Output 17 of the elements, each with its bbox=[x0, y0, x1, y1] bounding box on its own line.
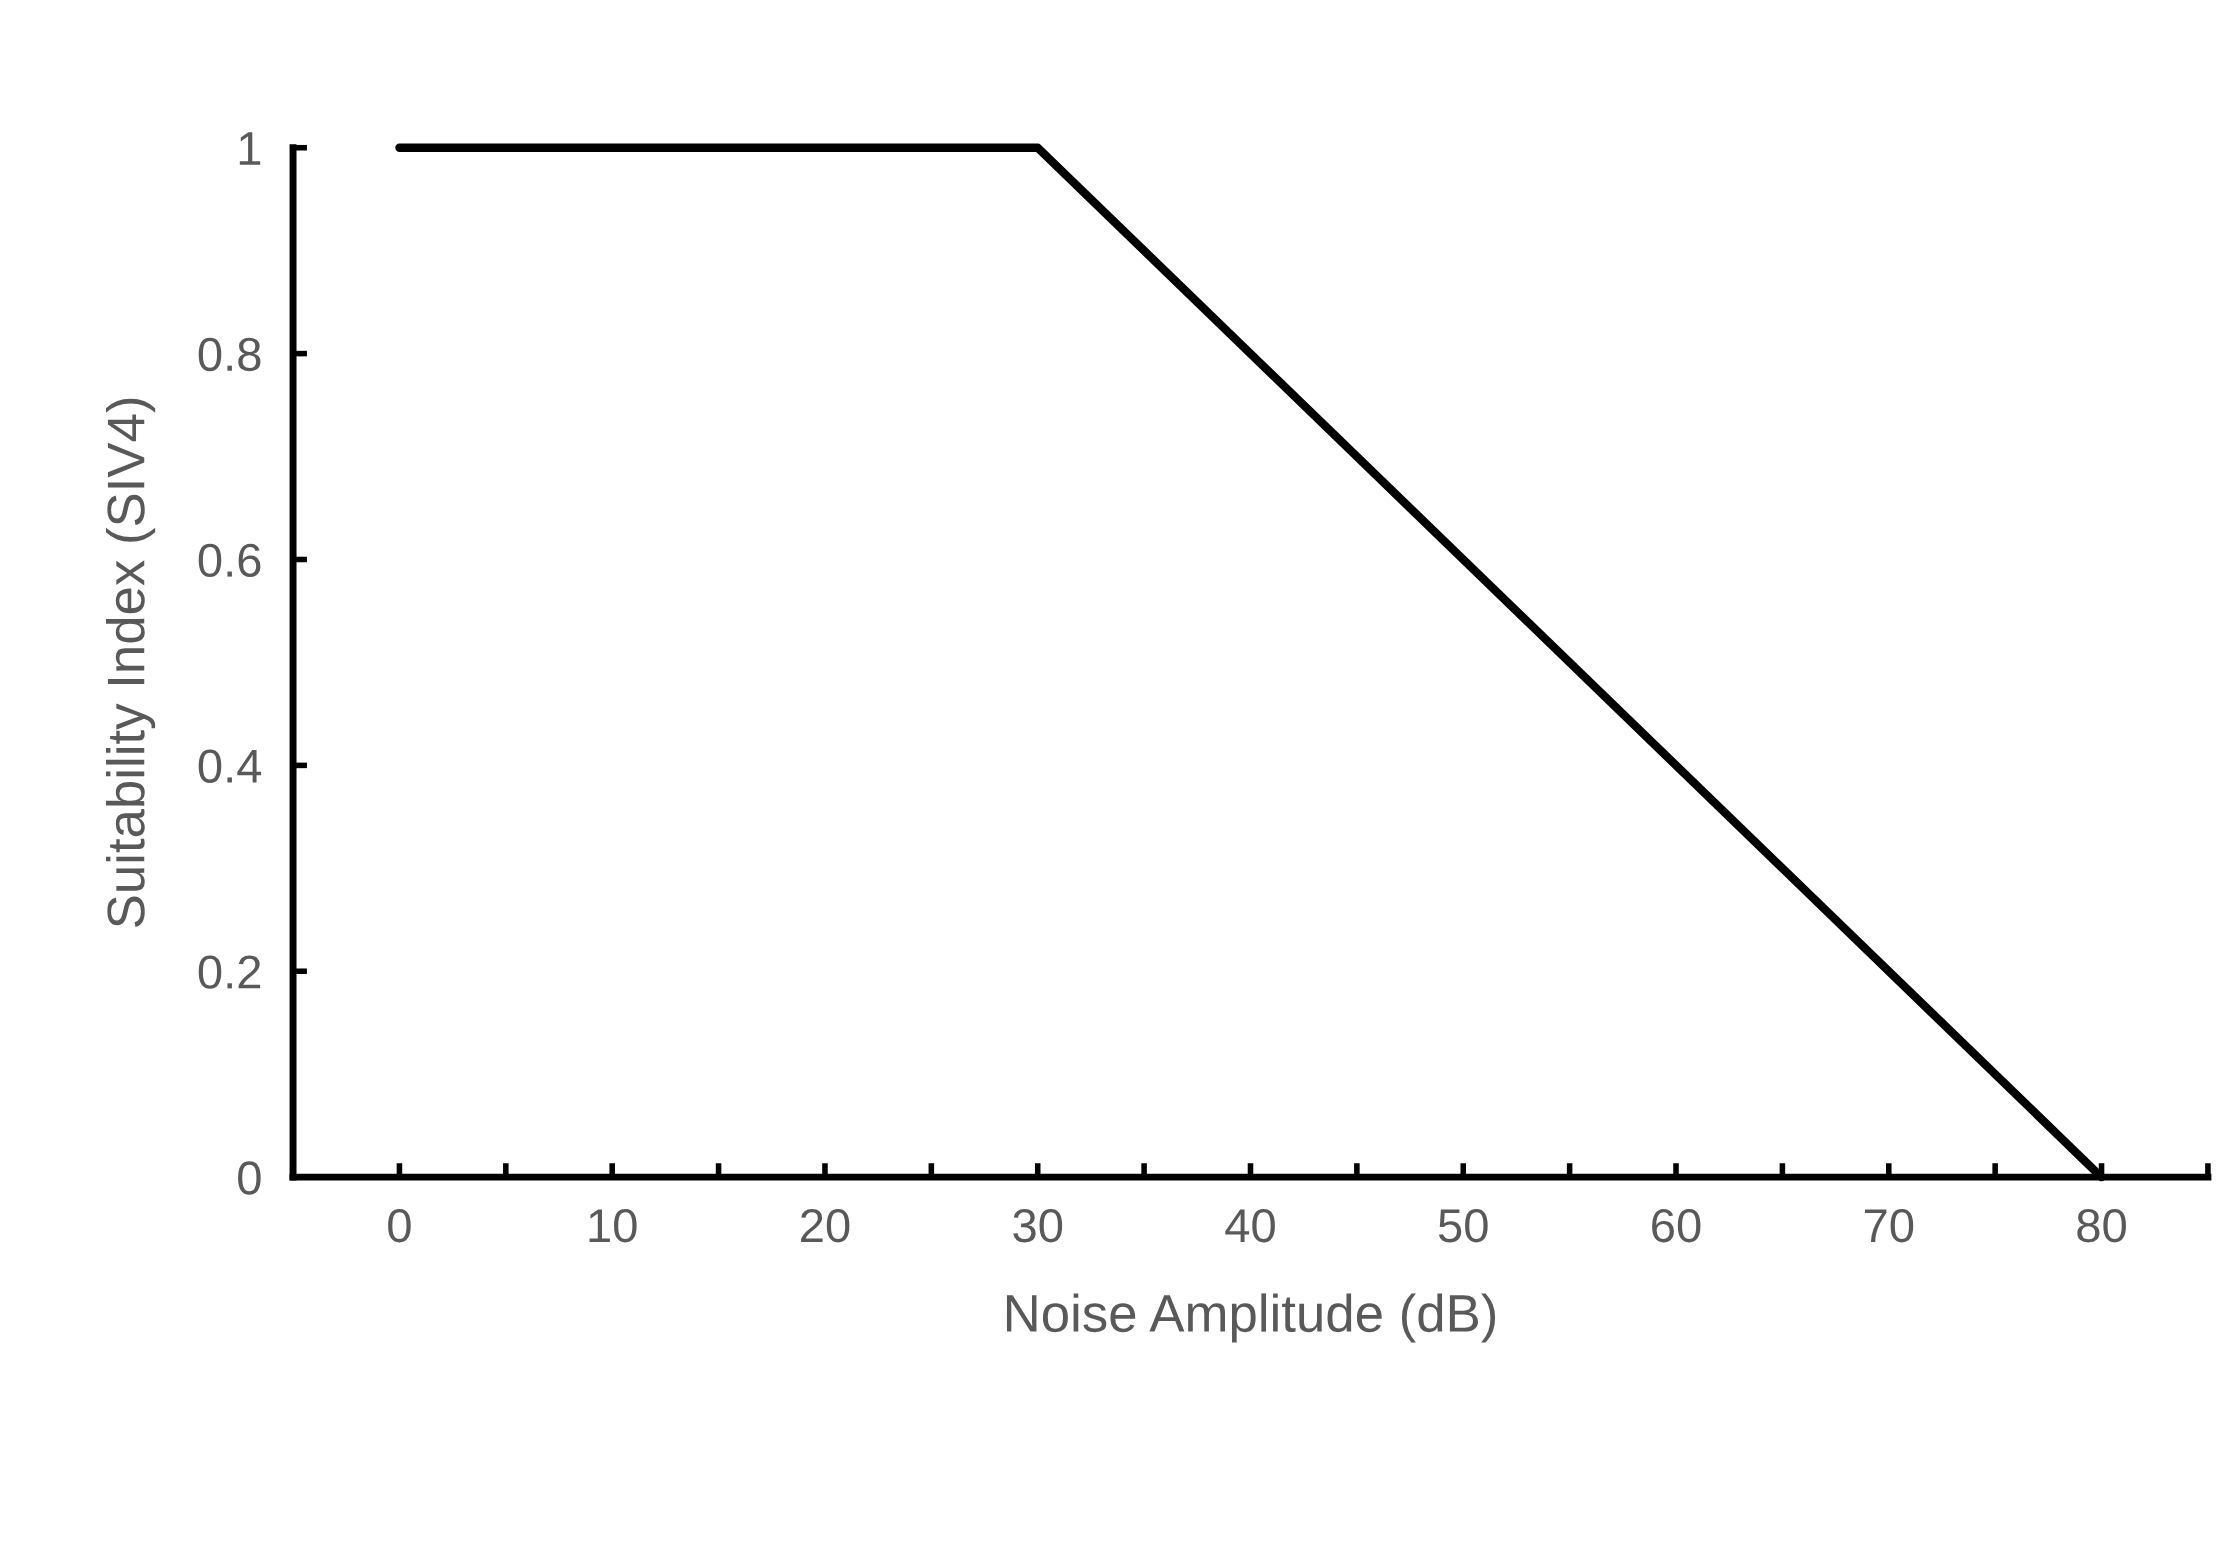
y-axis-title: Suitability Index (SIV4) bbox=[105, 398, 156, 927]
x-tick-label: 80 bbox=[2077, 1208, 2126, 1243]
x-tick-label: 0 bbox=[388, 1208, 411, 1243]
y-tick-label: 0 bbox=[238, 1161, 261, 1195]
y-tick-label: 1 bbox=[239, 132, 261, 165]
x-tick-label: 40 bbox=[1225, 1208, 1275, 1243]
y-tick-label: 0.2 bbox=[198, 955, 261, 989]
y-tick-label: 0.4 bbox=[198, 749, 262, 783]
x-tick-label: 50 bbox=[1438, 1208, 1488, 1243]
x-tick-label: 30 bbox=[1013, 1208, 1063, 1243]
x-tick-label: 60 bbox=[1652, 1208, 1701, 1243]
x-tick-label: 20 bbox=[801, 1208, 850, 1243]
x-tick-label: 70 bbox=[1864, 1208, 1914, 1243]
x-axis-title: Noise Amplitude (dB) bbox=[1006, 1293, 1496, 1343]
y-tick-label: 0.6 bbox=[198, 543, 261, 578]
x-tick-label: 10 bbox=[589, 1208, 637, 1243]
y-tick-label: 0.8 bbox=[198, 337, 261, 372]
